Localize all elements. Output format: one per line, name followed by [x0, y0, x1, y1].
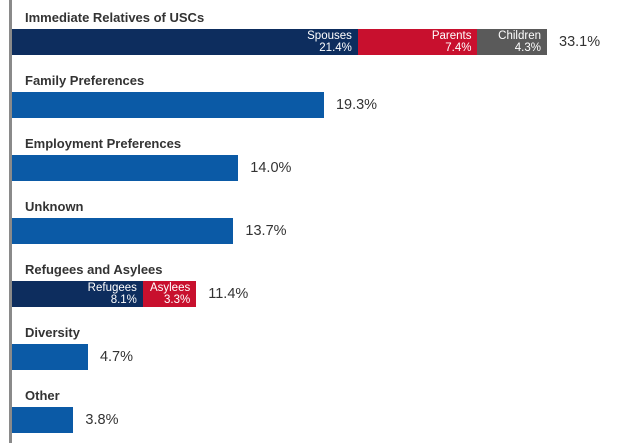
segment-name-label: Refugees: [87, 282, 137, 294]
bar-segment-children: Children 4.3%: [477, 29, 547, 55]
bar-segment-refugees: Refugees 8.1%: [12, 281, 143, 307]
value-label: 13.7%: [245, 223, 287, 239]
segment-value-label: 3.3%: [164, 294, 191, 306]
bar-segment-asylees: Asylees 3.3%: [142, 281, 197, 307]
segment-value-label: 7.4%: [445, 42, 472, 54]
segment-name-label: Asylees: [149, 282, 191, 294]
category-label: Diversity: [25, 325, 80, 340]
value-label: 3.8%: [85, 412, 119, 428]
segment-name-label: Children: [498, 30, 541, 42]
bar-segment-spouses: Spouses 21.4%: [12, 29, 358, 55]
segment-value-label: 8.1%: [110, 294, 137, 306]
value-label: 33.1%: [559, 34, 601, 50]
bar: Spouses 21.4% Parents 7.4% Children 4.3%: [12, 29, 547, 55]
category-label: Employment Preferences: [25, 136, 182, 151]
bar: [12, 218, 234, 244]
segment-value-label: 4.3%: [514, 42, 541, 54]
bar: [12, 344, 88, 370]
value-label: 14.0%: [250, 160, 292, 176]
bar-segment-parents: Parents 7.4%: [357, 29, 478, 55]
value-label: 11.4%: [208, 286, 249, 302]
bar: [12, 407, 74, 433]
category-label: Family Preferences: [25, 73, 145, 88]
category-label: Unknown: [25, 199, 84, 214]
segment-name-label: Parents: [431, 30, 472, 42]
value-label: 4.7%: [99, 349, 134, 365]
y-axis-line: [9, 0, 12, 443]
bar: Refugees 8.1% Asylees 3.3%: [12, 281, 197, 307]
category-label: Other: [25, 388, 60, 403]
segment-value-label: 21.4%: [319, 42, 352, 54]
value-label: 19.3%: [335, 97, 378, 113]
bar: [12, 92, 324, 118]
category-label: Immediate Relatives of USCs: [25, 10, 205, 25]
bar: [12, 155, 239, 181]
segment-name-label: Spouses: [307, 30, 352, 42]
category-label: Refugees and Asylees: [25, 262, 163, 277]
